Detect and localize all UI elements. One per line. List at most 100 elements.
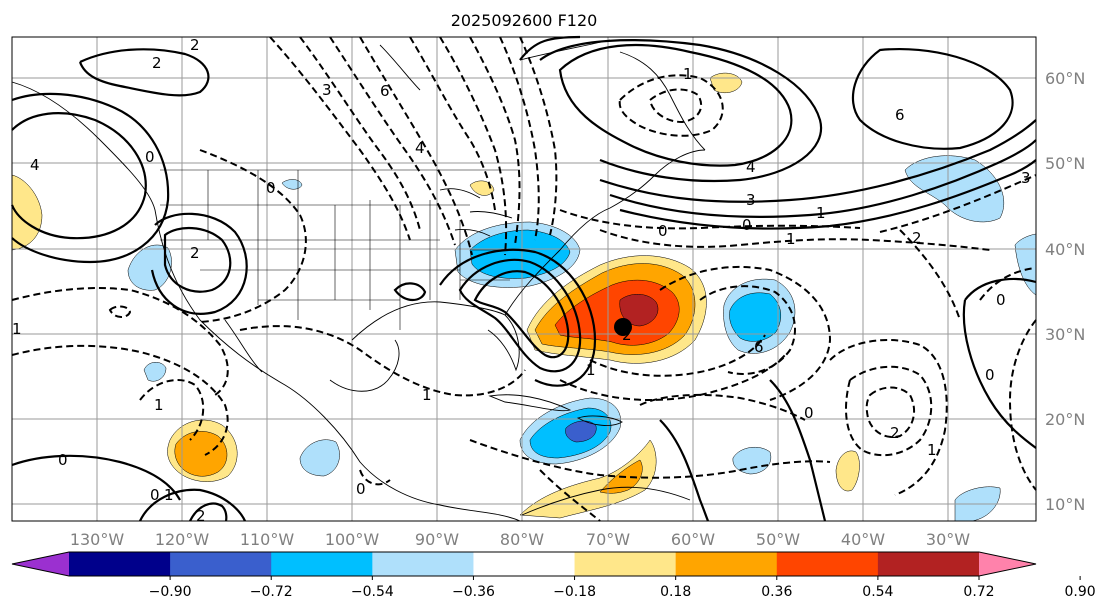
colorbar-segment [877, 552, 980, 576]
contour-negative [699, 285, 796, 375]
colorbar-tick-label: 0.54 [862, 584, 893, 600]
positive-anomaly-region [174, 431, 228, 477]
lat-label: 10°N [1045, 495, 1085, 514]
positive-anomaly-region [835, 450, 860, 492]
contour-negative [199, 149, 307, 323]
lon-label: 40°W [841, 530, 885, 549]
positive-anomaly-region [519, 439, 657, 519]
contour-negative [11, 344, 229, 456]
lat-label: 50°N [1045, 154, 1085, 173]
contour-label: 2 [890, 424, 900, 442]
negative-anomaly-region [469, 229, 571, 279]
lon-label: 110°W [240, 530, 295, 549]
colorbar-tick-label: 0.72 [963, 584, 994, 600]
contour-label: 0 [266, 179, 276, 197]
colorbar-segment [69, 552, 171, 576]
lat-label: 60°N [1045, 69, 1085, 88]
contour-positive [619, 159, 1037, 230]
colorbar-tick-label: 0.90 [1065, 584, 1096, 600]
contour-label: 4 [30, 156, 40, 174]
contour-label: 2 [196, 507, 206, 525]
contour-positive [11, 454, 247, 522]
contour-positive [10, 112, 147, 240]
contour-negative [359, 469, 391, 486]
state-border-lines [160, 169, 520, 330]
positive-anomaly-region [11, 174, 43, 251]
coastlines [11, 39, 706, 522]
positive-anomaly-region [469, 180, 495, 196]
contour-label: 0 [145, 148, 155, 166]
contour-label: 0 [985, 366, 995, 384]
negative-anomaly-region [127, 244, 172, 291]
contour-negative [648, 88, 703, 124]
contour-positive [962, 277, 1037, 449]
map-title: 2025092600 F120 [451, 11, 598, 30]
contour-label: 4 [415, 139, 425, 157]
contour-positive [11, 92, 170, 264]
contour-label: 6 [895, 106, 905, 124]
colorbar-extend-high [979, 552, 1036, 576]
contour-positive [439, 248, 597, 387]
contour-label: 6 [380, 82, 390, 100]
lon-label: 130°W [70, 530, 125, 549]
contour-positive [78, 48, 210, 97]
colorbar-tick-label: 0.18 [660, 584, 691, 600]
negative-anomaly-region [729, 292, 782, 342]
colorbar: −0.90 −0.72 −0.54 −0.36 −0.18 0.18 0.36 0.54 0.7… [11, 551, 1096, 600]
contour-negative [108, 305, 132, 318]
contour-label: 1 [683, 65, 693, 83]
contour-label: 2 [912, 229, 922, 247]
contour-label: 0 [996, 291, 1006, 309]
mexico-coast [224, 319, 400, 392]
colorbar-extend-low [12, 552, 69, 576]
colorbar-tick-label: 0.36 [761, 584, 792, 600]
contour-label: 0 [804, 404, 814, 422]
contour-label: 4 [746, 158, 756, 176]
colorbar-segment [170, 552, 272, 576]
colorbar-segment [473, 552, 576, 576]
contour-label: 3 [1021, 169, 1031, 187]
colorbar-tick-label: −0.72 [250, 584, 293, 600]
contour-label: 0 [356, 480, 366, 498]
anomaly-shading [11, 72, 1037, 522]
contour-negative [329, 36, 473, 256]
contour-label: 1 [786, 230, 796, 248]
contour-negative [559, 354, 786, 401]
negative-anomaly-region [299, 439, 340, 477]
contour-negative [559, 174, 1037, 233]
contour-negative [439, 36, 521, 256]
lon-label: 80°W [500, 530, 544, 549]
contour-label: 2 [190, 36, 200, 54]
lon-label: 50°W [756, 530, 800, 549]
contour-label: 3 [322, 81, 332, 99]
contour-positive [393, 282, 427, 302]
contour-negative [409, 36, 496, 211]
contour-label: 0 [58, 451, 68, 469]
contour-negative [269, 36, 421, 241]
contour-positive [458, 258, 582, 373]
contour-label: 0 [658, 222, 668, 240]
contour-label: 0 [742, 216, 752, 234]
contour-positive [558, 44, 793, 167]
colorbar-segment [271, 552, 373, 576]
lon-label: 90°W [415, 530, 459, 549]
lon-label: 60°W [671, 530, 715, 549]
contour-positive [599, 119, 1037, 203]
contour-negative [539, 469, 601, 522]
contour-label: 2 [152, 54, 162, 72]
contour-negative [469, 439, 831, 479]
contour-negative [639, 393, 806, 421]
contour-label: 2 [190, 244, 200, 262]
contour-label: 1 [422, 386, 432, 404]
cuba-coast [488, 394, 572, 412]
contour-label: 1 [12, 320, 22, 338]
contour-negative [979, 267, 1037, 301]
contour-positive [609, 139, 1037, 218]
contour-negative [659, 265, 832, 401]
great-lakes [439, 188, 513, 237]
positive-contours [10, 35, 1037, 522]
lon-label: 100°W [325, 530, 380, 549]
contour-label: 1 [154, 396, 164, 414]
east-coast [504, 149, 706, 316]
lon-label: 30°W [926, 530, 970, 549]
